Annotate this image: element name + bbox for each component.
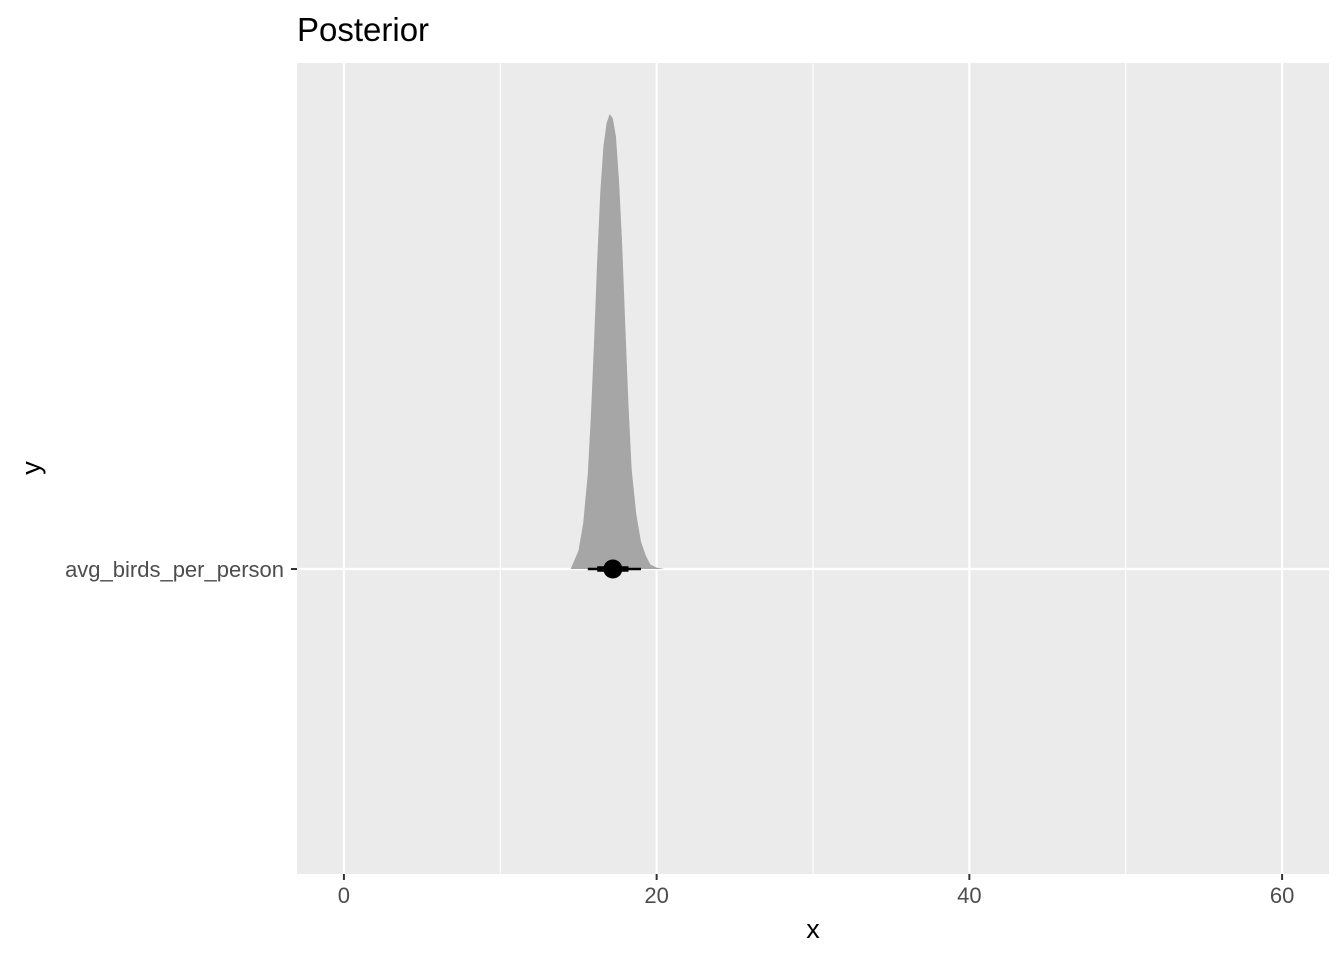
data-layer xyxy=(570,114,665,579)
x-tick-label: 20 xyxy=(644,883,668,908)
x-axis-title: x xyxy=(806,914,820,944)
y-axis: avg_birds_per_person xyxy=(65,557,297,582)
x-tick-label: 60 xyxy=(1270,883,1294,908)
chart-title: Posterior xyxy=(297,11,429,48)
posterior-density xyxy=(570,114,665,569)
grid-lines xyxy=(297,63,1329,874)
x-tick-label: 40 xyxy=(957,883,981,908)
y-axis-title: y xyxy=(16,461,46,475)
y-tick-label: avg_birds_per_person xyxy=(65,557,284,582)
point-estimate xyxy=(603,559,623,579)
x-tick-label: 0 xyxy=(338,883,350,908)
x-axis: 0 20 40 60 xyxy=(338,874,1294,908)
